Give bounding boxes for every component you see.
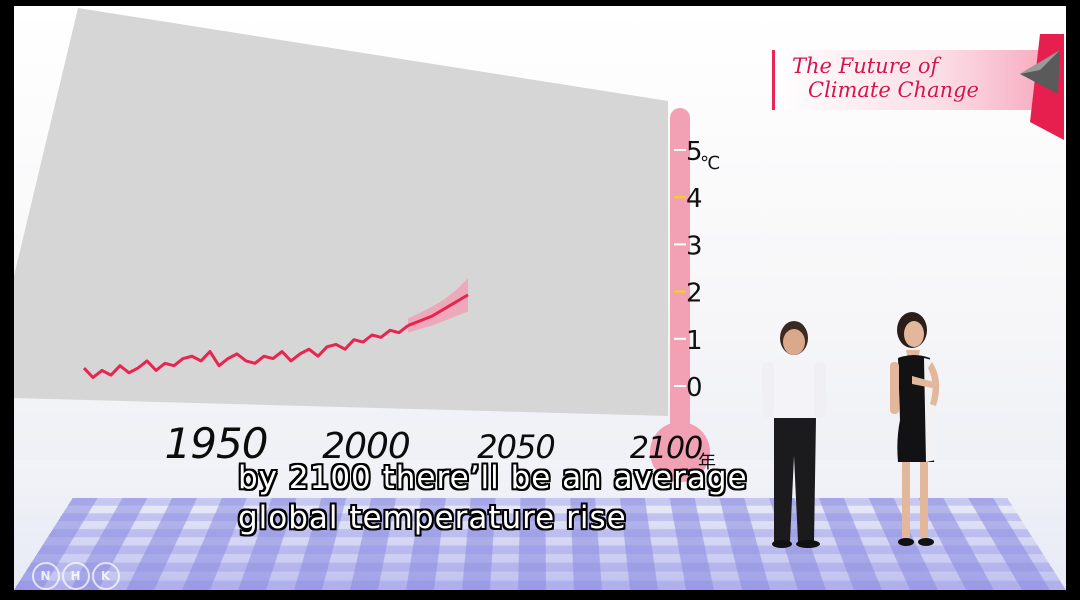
logo-letter-3: K xyxy=(92,562,120,590)
caption-subtitle: by 2100 there’ll be an average global te… xyxy=(238,458,748,538)
y-tick-label-1: 1 xyxy=(686,326,703,356)
banner-triangle-icon xyxy=(1012,22,1066,142)
program-title-line2: Climate Change xyxy=(792,78,1032,102)
y-tick-label-4: 4 xyxy=(686,184,703,214)
logo-letter-1: N xyxy=(32,562,60,590)
program-title: The Future of Climate Change xyxy=(792,54,1032,102)
caption-line-2: global temperature rise xyxy=(238,498,748,538)
logo-letter-2: H xyxy=(62,562,90,590)
y-tick-label-2: 2 xyxy=(686,279,703,309)
program-title-line1: The Future of xyxy=(792,54,1032,78)
y-tick-label-0: 0 xyxy=(686,373,703,403)
broadcaster-logo: NHK xyxy=(32,562,122,590)
y-tick-label-3: 3 xyxy=(686,231,703,261)
program-title-banner: The Future of Climate Change xyxy=(772,50,1066,110)
y-unit-label: ℃ xyxy=(700,153,720,174)
caption-line-1: by 2100 there’ll be an average xyxy=(238,458,748,498)
presenter-woman xyxy=(876,310,966,556)
presenter-man xyxy=(758,316,848,556)
chart-panel xyxy=(14,8,668,416)
